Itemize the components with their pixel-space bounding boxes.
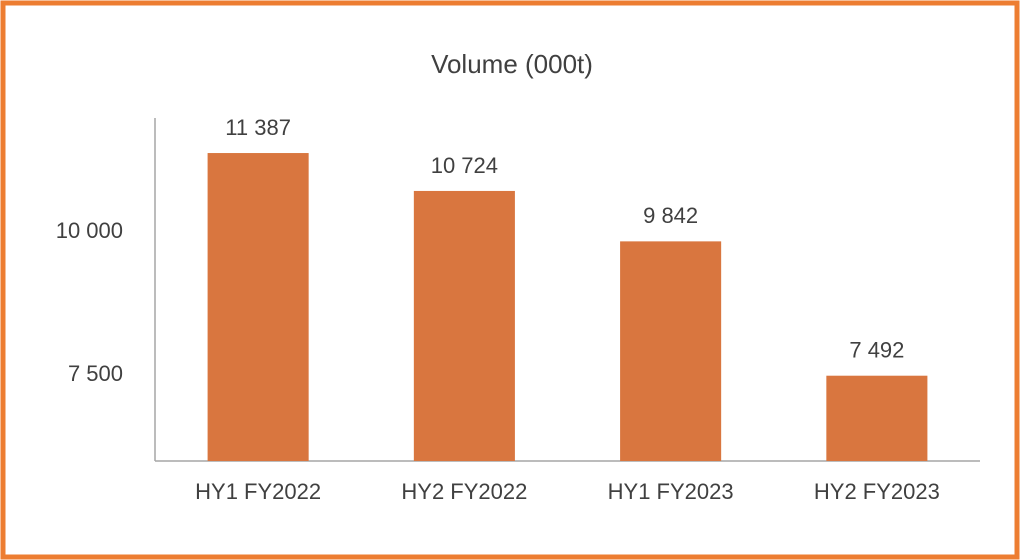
chart-title: Volume (000t)	[431, 49, 593, 79]
x-tick-label: HY1 FY2023	[608, 479, 734, 504]
x-tick-label: HY2 FY2022	[401, 479, 527, 504]
value-label: 9 842	[643, 203, 698, 228]
x-tick-label: HY1 FY2022	[195, 479, 321, 504]
value-label: 7 492	[849, 338, 904, 363]
y-tick-label: 7 500	[68, 361, 123, 386]
y-tick-label: 10 000	[56, 218, 123, 243]
value-label: 10 724	[431, 153, 498, 178]
bar	[413, 190, 515, 461]
value-label: 11 387	[225, 115, 291, 140]
x-tick-label: HY2 FY2023	[814, 479, 940, 504]
bar	[620, 241, 722, 461]
bar	[826, 375, 928, 461]
bar	[207, 153, 309, 462]
